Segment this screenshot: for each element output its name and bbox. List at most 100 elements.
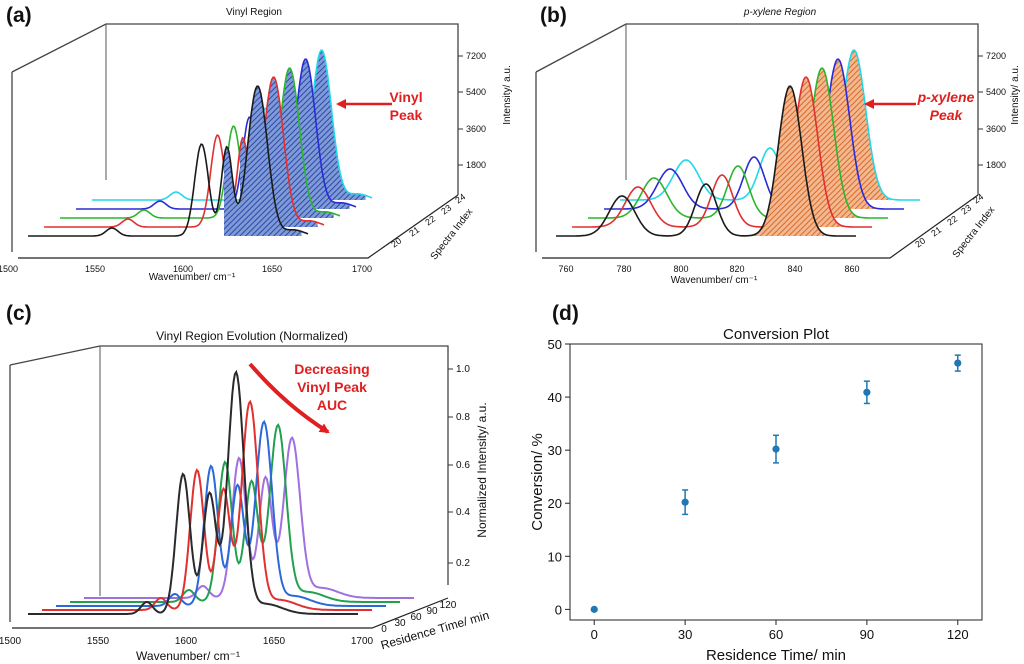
data-point	[863, 388, 871, 396]
peak-area-fill	[224, 86, 302, 236]
spectrum-line-4	[620, 49, 920, 201]
panel-c-x-tick: 1650	[263, 636, 286, 647]
panel-c-z-tick: 90	[426, 606, 438, 617]
spectrum-line-2	[60, 67, 341, 219]
panel-b-z-tick: 22	[945, 214, 959, 228]
panel-b-letter: (b)	[540, 4, 567, 27]
peak-area-fill	[790, 59, 892, 210]
panel-b-title: p-xylene Region	[743, 7, 817, 18]
peak-area-fill	[758, 77, 860, 227]
panel-c-y-tick: 0.6	[456, 460, 470, 471]
panel-b-y-tick: 5400	[986, 87, 1006, 97]
panel-c-ylabel: Normalized Intensity/ a.u.	[475, 402, 489, 537]
panel-d-x-tick: 120	[947, 627, 969, 642]
panel-b-x-tick: 860	[844, 264, 859, 274]
panel-c-floor-axes	[12, 597, 449, 629]
panel-d-x-tick: 30	[678, 627, 692, 642]
panel-c: (c) Vinyl Region Evolution (Normalized) …	[0, 302, 491, 663]
panel-a-title: Vinyl Region	[226, 7, 282, 18]
panel-b-z-tick: 23	[959, 203, 973, 217]
panel-d-title: Conversion Plot	[723, 326, 830, 343]
spectrum-line-1	[572, 76, 872, 228]
panel-d-y-tick: 40	[548, 390, 562, 405]
spectrum-line-0	[28, 85, 309, 237]
data-point	[772, 445, 780, 453]
spectrum-line-1	[42, 399, 372, 611]
spectrum-line-0	[28, 369, 358, 615]
panel-d-x-tick: 90	[860, 627, 874, 642]
panel-a: (a) Vinyl Region 1500 1550 1600 1650 1700 180…	[0, 4, 513, 283]
panel-b-zlabel: Spectra Index	[951, 205, 998, 260]
panel-c-y-tick: 0.2	[456, 558, 470, 569]
panel-a-x-tick: 1550	[85, 264, 105, 274]
panel-b-z-tick: 21	[929, 225, 943, 239]
peak-area-fill	[742, 86, 844, 236]
panel-d-x-tick: 0	[591, 627, 598, 642]
panel-d-xlabel: Residence Time/ min	[706, 647, 846, 664]
panel-d-ticks: 0 30 60 90 120 0 10 20 30 40 50	[548, 337, 969, 642]
panel-a-floor-axes	[18, 194, 459, 259]
panel-c-letter: (c)	[6, 302, 32, 325]
panel-a-zlabel: Spectra Index	[429, 207, 476, 262]
panel-b-z-tick: 24	[971, 192, 985, 206]
spectrum-line-1	[44, 76, 325, 228]
panel-b-y-tick: 7200	[986, 51, 1006, 61]
panel-a-z-tick: 20	[389, 236, 403, 250]
spectrum-line-0	[556, 85, 856, 237]
panel-d-x-tick: 60	[769, 627, 783, 642]
panel-a-z-tick: 21	[407, 225, 421, 239]
panel-b-x-tick: 840	[787, 264, 802, 274]
data-point	[954, 359, 962, 367]
panel-a-x-tick: 1600	[173, 264, 193, 274]
panel-c-annotation-arrow	[248, 362, 330, 434]
panel-b-xlabel: Wavenumber/ cm⁻¹	[671, 275, 758, 286]
panel-d-y-tick: 0	[555, 602, 562, 617]
panel-b: (b) p-xylene Region 760 780 800 820 840 860 18…	[535, 4, 1021, 286]
panel-b-y-tick: 1800	[986, 160, 1006, 170]
panel-b-floor-axes	[542, 194, 979, 259]
panel-c-z-tick: 30	[394, 618, 406, 629]
panel-c-x-tick: 1550	[87, 636, 110, 647]
panel-d-points	[590, 354, 962, 613]
panel-d-y-tick: 10	[548, 549, 562, 564]
panel-c-z-tick: 60	[410, 612, 422, 623]
panel-d: (d) Conversion Plot 0 30 60 90 120 0 10 20 30 40 5…	[529, 302, 983, 664]
panel-c-xlabel: Wavenumber/ cm⁻¹	[136, 649, 240, 663]
panel-c-annotation: Decreasing Vinyl Peak AUC	[294, 361, 369, 413]
data-point	[681, 498, 689, 506]
panel-d-y-tick: 50	[548, 337, 562, 352]
panel-a-ylabel: Intensity/ a.u.	[502, 65, 513, 124]
panel-c-y-tick: 1.0	[456, 364, 470, 375]
panel-c-y-tick: 0.4	[456, 507, 470, 518]
panel-c-x-tick: 1700	[351, 636, 374, 647]
panel-c-spectra	[28, 369, 414, 615]
panel-a-annotation: Vinyl Peak	[389, 89, 422, 123]
panel-b-x-tick: 800	[673, 264, 688, 274]
panel-c-title: Vinyl Region Evolution (Normalized)	[156, 329, 348, 343]
panel-d-plot-area	[569, 343, 983, 621]
panel-a-x-tick: 1650	[262, 264, 282, 274]
panel-c-y-tick: 0.8	[456, 412, 470, 423]
spectrum-line-3	[604, 58, 904, 210]
panel-a-z-tick: 22	[423, 214, 437, 228]
panel-a-xlabel: Wavenumber/ cm⁻¹	[149, 272, 236, 283]
panel-a-y-tick: 3600	[466, 124, 486, 134]
panel-b-z-tick: 20	[913, 236, 927, 250]
spectrum-line-4	[84, 436, 414, 599]
panel-a-y-tick: 7200	[466, 51, 486, 61]
panel-a-spectra	[28, 49, 373, 237]
panel-a-ticks: 1500 1550 1600 1650 1700 1800 3600 5400 7200 20 21…	[0, 51, 486, 274]
panel-b-annotation: p-xylene Peak	[917, 89, 975, 123]
panel-a-x-tick: 1500	[0, 264, 18, 274]
panel-b-y-tick: 3600	[986, 124, 1006, 134]
panel-a-x-tick: 1700	[352, 264, 372, 274]
panel-b-back-frame	[535, 23, 979, 195]
panel-c-x-tick: 1600	[175, 636, 198, 647]
panel-a-letter: (a)	[6, 4, 32, 27]
panel-a-y-tick: 5400	[466, 87, 486, 97]
panel-d-y-tick: 20	[548, 496, 562, 511]
peak-area-fill	[806, 50, 908, 201]
panel-b-spectra	[556, 49, 920, 237]
panel-a-z-tick: 24	[453, 192, 467, 206]
